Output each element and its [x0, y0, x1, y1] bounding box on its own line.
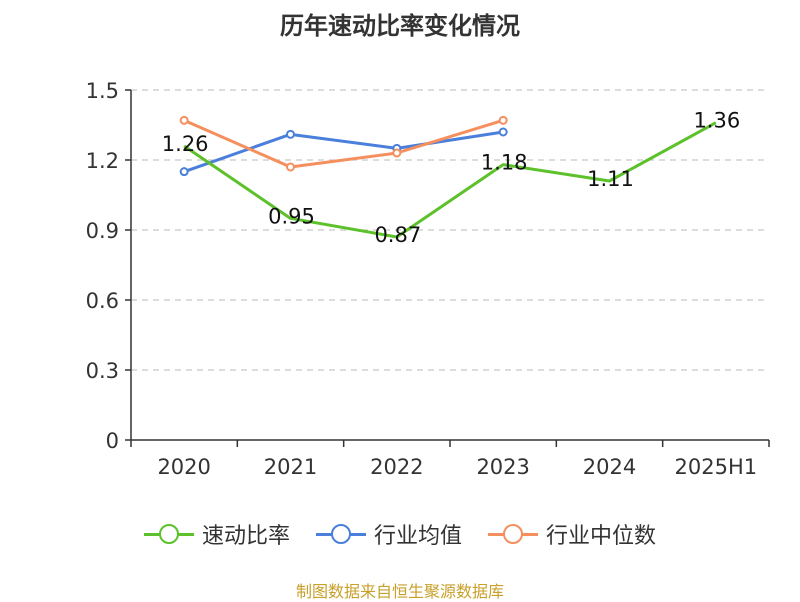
data-label: 1.18: [481, 151, 528, 175]
legend-label: 行业均值: [373, 524, 462, 549]
legend-item[interactable]: 速动比率: [143, 518, 290, 550]
series-line-2: [183, 118, 504, 169]
legend-item[interactable]: 行业中位数: [488, 518, 656, 550]
series-line-1: [183, 130, 504, 174]
series-layer: [179, 115, 717, 239]
y-tick-label: 1.2: [86, 149, 119, 173]
legend-item[interactable]: 行业均值: [315, 518, 462, 550]
y-tick-label: 0.9: [86, 219, 119, 243]
legend-marker-icon: [143, 522, 194, 546]
chart-title: 历年速动比率变化情况: [280, 12, 520, 40]
x-tick-label: 2022: [370, 455, 423, 479]
x-tick-label: 2023: [476, 455, 529, 479]
data-label: 0.87: [374, 223, 421, 247]
data-label-layer: 1.26 0.95 0.87 1.18 1.11 1.36: [162, 109, 740, 247]
data-point: [392, 148, 402, 158]
data-point: [498, 115, 508, 125]
x-tick-label: 2021: [264, 455, 317, 479]
legend-marker-icon: [488, 522, 538, 546]
data-label: 0.95: [268, 204, 315, 228]
legend-marker-icon: [315, 522, 366, 546]
data-point: [498, 127, 508, 137]
grid-layer: [131, 89, 769, 371]
y-tick-label: 1.5: [86, 79, 119, 103]
data-point: [179, 115, 189, 125]
data-point: [286, 162, 295, 172]
axis-layer: 0 0.3 0.6 0.9 1.2 1.5 2020 2021 2022 2023 2024 2025…: [86, 79, 770, 479]
data-point: [286, 129, 295, 139]
y-tick-label: 0: [106, 429, 119, 453]
legend: 速动比率 行业均值 行业中位数: [0, 518, 800, 550]
legend-label: 速动比率: [201, 524, 290, 549]
data-point: [179, 167, 189, 177]
legend-label: 行业中位数: [546, 524, 657, 549]
data-label: 1.36: [693, 109, 740, 133]
x-tick-label: 2020: [157, 455, 210, 479]
x-tick-label: 2025H1: [675, 455, 758, 479]
data-label: 1.26: [162, 132, 209, 156]
series-line-0: [183, 121, 717, 239]
y-tick-label: 0.3: [86, 359, 119, 383]
data-label: 1.11: [587, 167, 634, 191]
source-note: 制图数据来自恒生聚源数据库: [295, 582, 504, 601]
y-tick-label: 0.6: [86, 289, 119, 313]
x-tick-label: 2024: [583, 455, 636, 479]
